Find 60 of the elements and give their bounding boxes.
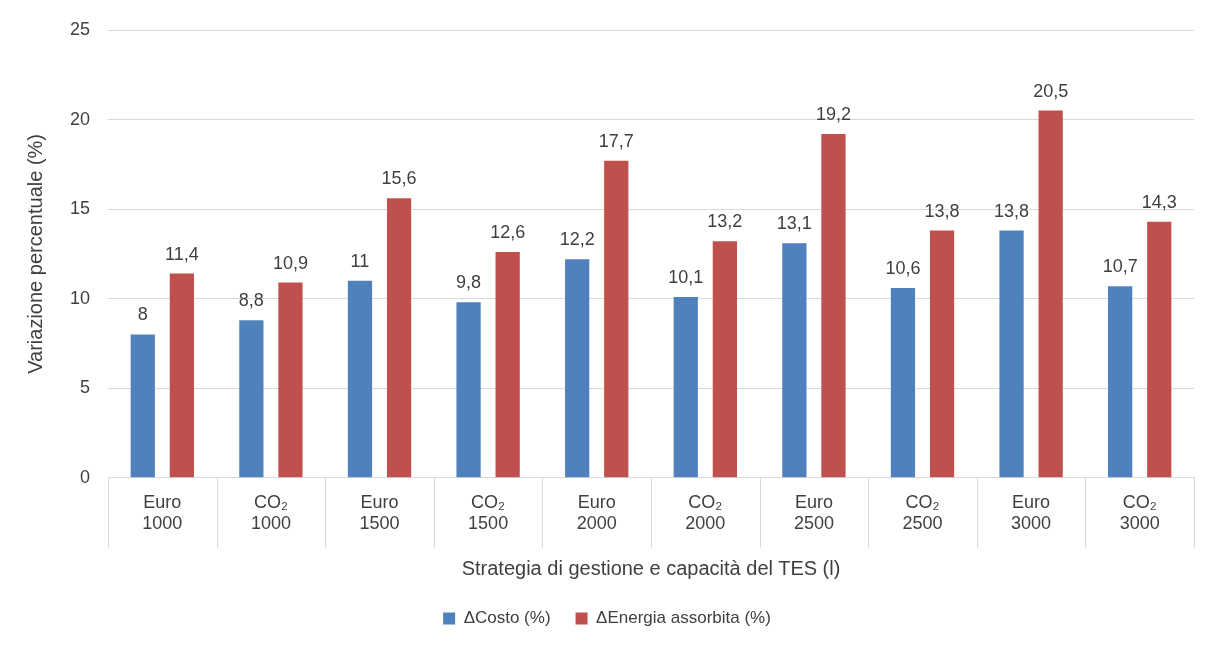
y-tick-label: 15 (69, 198, 91, 219)
legend-label: ΔEnergia assorbita (%) (596, 608, 771, 628)
data-label: 17,7 (598, 130, 634, 151)
data-label: 13,1 (776, 213, 812, 234)
bar (565, 259, 590, 478)
bar (890, 287, 916, 478)
data-label: 12,2 (559, 229, 595, 250)
bar (821, 133, 846, 478)
data-label: 13,8 (924, 200, 960, 221)
y-tick-label: 5 (80, 377, 91, 398)
data-label: 8,8 (238, 290, 264, 311)
x-tick-label: CO₂ 2000 (685, 491, 726, 534)
data-label: 13,2 (707, 211, 743, 232)
x-tick-label: Euro 3000 (1011, 491, 1052, 534)
data-label: 11,4 (165, 243, 199, 264)
y-tick-label: 10 (69, 287, 91, 308)
bar (673, 296, 698, 478)
y-tick-label: 25 (69, 18, 91, 39)
data-label: 10,6 (885, 257, 921, 278)
data-label: 10,7 (1102, 256, 1138, 277)
y-tick-label: 20 (69, 108, 91, 129)
data-label: 10,9 (272, 252, 308, 273)
x-tick-label: CO₂ 2500 (902, 491, 943, 534)
bar (1038, 110, 1063, 478)
x-tick-label: Euro 1000 (142, 491, 183, 534)
data-label: 14,3 (1141, 191, 1177, 212)
bar (456, 302, 481, 478)
data-label: 13,8 (994, 200, 1030, 221)
bar (278, 282, 303, 478)
data-label: 10,1 (668, 266, 704, 287)
bar (169, 273, 194, 478)
x-tick-label: CO₂ 1000 (250, 491, 291, 534)
bar (386, 198, 412, 478)
data-label: 9,8 (456, 272, 482, 293)
x-tick-label: CO₂ 3000 (1119, 491, 1160, 534)
x-axis-title: Strategia di gestione e capacità del TES (l) (461, 556, 841, 579)
bar (999, 230, 1024, 478)
bar (347, 280, 373, 478)
y-tick-label: 0 (80, 466, 91, 487)
bar (604, 160, 629, 478)
legend-label: ΔCosto (%) (463, 608, 551, 628)
x-tick-label: Euro 2500 (793, 491, 834, 534)
bar (712, 241, 737, 478)
bar (239, 320, 264, 478)
y-axis-title: Variazione percentuale (%) (23, 134, 46, 374)
bar (1147, 221, 1172, 478)
data-label: 20,5 (1033, 80, 1069, 101)
bar (495, 252, 520, 478)
bar (782, 243, 807, 478)
data-label: 12,6 (490, 222, 526, 243)
data-label: 11 (350, 250, 370, 271)
data-label: 15,6 (381, 168, 417, 189)
x-tick-label: Euro 1500 (359, 491, 400, 534)
x-tick-label: Euro 2000 (576, 491, 617, 534)
data-label: 8 (137, 304, 148, 325)
x-tick-label: CO₂ 1500 (468, 491, 509, 534)
bar (130, 334, 155, 478)
bar (1108, 286, 1133, 478)
bar (929, 230, 955, 478)
data-label: 19,2 (815, 103, 851, 124)
